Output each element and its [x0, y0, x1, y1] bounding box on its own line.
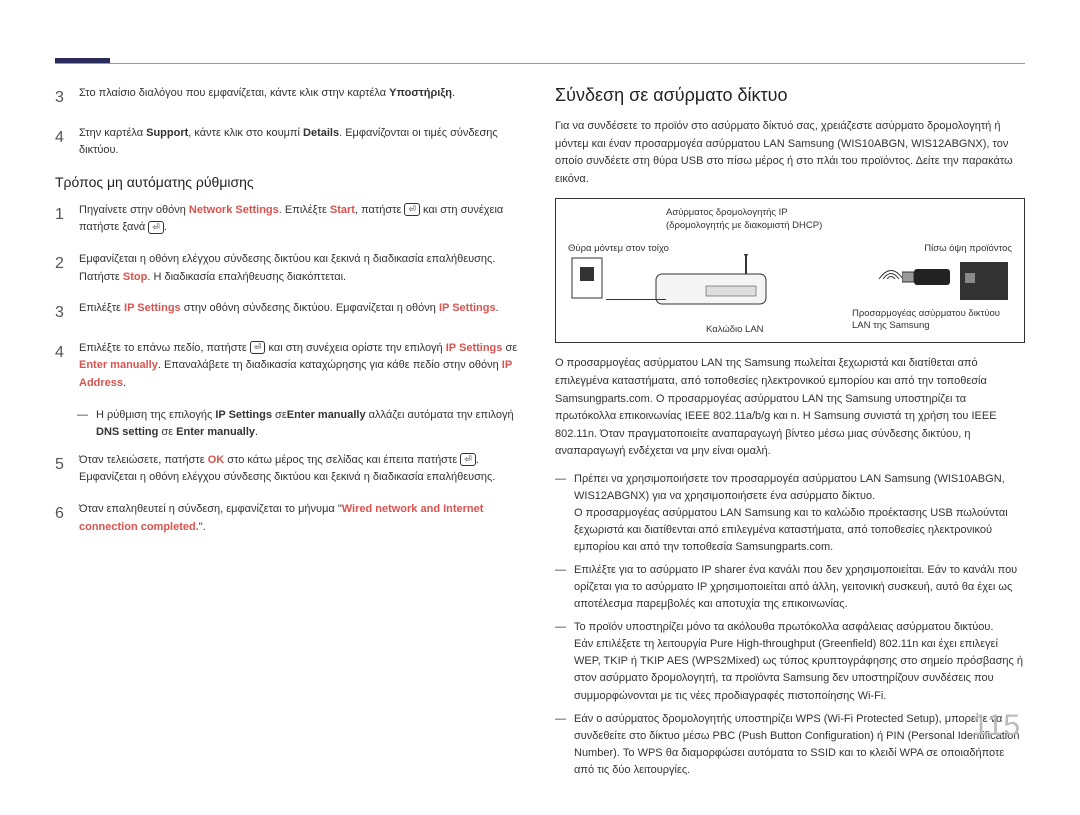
- wall-port-icon: [571, 257, 603, 302]
- diagram-adapter-label: Προσαρμογέας ασύρματου δικτύου LAN της S…: [852, 308, 1012, 333]
- network-diagram: Ασύρματος δρομολογητής IP(δρομολογητής μ…: [555, 198, 1025, 343]
- top-steps: 3 Στο πλαίσιο διαλόγου που εμφανίζεται, κ…: [55, 85, 525, 160]
- bullet-text: Εάν ο ασύρματος δρομολογητής υποστηρίζει…: [574, 711, 1025, 779]
- bullet-dash-icon: ―: [555, 562, 566, 613]
- step-number: 3: [55, 300, 69, 326]
- bullet-dash-icon: ―: [555, 711, 566, 779]
- step-number: 4: [55, 340, 69, 366]
- bullet-text: Το προϊόν υποστηρίζει μόνο τα ακόλουθα π…: [574, 619, 1025, 704]
- intro-paragraph: Για να συνδέσετε το προϊόν στο ασύρματο …: [555, 118, 1025, 188]
- bullet-row: ―Το προϊόν υποστηρίζει μόνο τα ακόλουθα …: [555, 619, 1025, 704]
- step-row: 4 Στην καρτέλα Support, κάντε κλικ στο κο…: [55, 125, 525, 160]
- cable-line: [606, 299, 666, 300]
- after-paragraph: Ο προσαρμογέας ασύρματου LAN της Samsung…: [555, 355, 1025, 461]
- diagram-lan-label: Καλώδιο LAN: [706, 324, 764, 336]
- left-column: 3 Στο πλαίσιο διαλόγου που εμφανίζεται, κ…: [55, 55, 525, 785]
- step-row: 2 Εμφανίζεται η οθόνη ελέγχου σύνδεσης δι…: [55, 251, 525, 286]
- bullet-text: Επιλέξτε για το ασύρματο IP sharer ένα κ…: [574, 562, 1025, 613]
- diagram-router-label: Ασύρματος δρομολογητής IP(δρομολογητής μ…: [666, 207, 822, 232]
- bullet-row: ―Εάν ο ασύρματος δρομολογητής υποστηρίζε…: [555, 711, 1025, 779]
- note: ― Η ρύθμιση της επιλογής IP Settings σεE…: [77, 407, 525, 442]
- top-rule: [55, 63, 1025, 64]
- wireless-heading: Σύνδεση σε ασύρματο δίκτυο: [555, 85, 1025, 106]
- step-row: 3 Στο πλαίσιο διαλόγου που εμφανίζεται, κ…: [55, 85, 525, 111]
- step-row: 1 Πηγαίνετε στην οθόνη Network Settings. …: [55, 202, 525, 237]
- step-row: 6 Όταν επαληθευτεί η σύνδεση, εμφανίζεται…: [55, 501, 525, 536]
- step-row: 4 Επιλέξτε το επάνω πεδίο, πατήστε ⏎ και …: [55, 340, 525, 393]
- step-text: Όταν τελειώσετε, πατήστε OK στο κάτω μέρ…: [79, 452, 525, 487]
- right-column: Σύνδεση σε ασύρματο δίκτυο Για να συνδέσ…: [555, 55, 1025, 785]
- step-number: 2: [55, 251, 69, 277]
- step-text: Εμφανίζεται η οθόνη ελέγχου σύνδεσης δικ…: [79, 251, 525, 286]
- step-number: 3: [55, 85, 69, 111]
- usb-adapter-icon: [902, 267, 952, 287]
- note-dash-icon: ―: [77, 407, 88, 442]
- product-back-icon: [959, 261, 1009, 301]
- step-text: Στην καρτέλα Support, κάντε κλικ στο κου…: [79, 125, 525, 160]
- manual-setup-heading: Τρόπος μη αυτόματης ρύθμισης: [55, 174, 525, 190]
- step-row: 5 Όταν τελειώσετε, πατήστε OK στο κάτω μέ…: [55, 452, 525, 487]
- steps-2: 5 Όταν τελειώσετε, πατήστε OK στο κάτω μέ…: [55, 452, 525, 536]
- bullet-dash-icon: ―: [555, 619, 566, 704]
- step-row: 3 Επιλέξτε IP Settings στην οθόνη σύνδεση…: [55, 300, 525, 326]
- steps-1: 1 Πηγαίνετε στην οθόνη Network Settings. …: [55, 202, 525, 393]
- step-number: 4: [55, 125, 69, 151]
- step-text: Επιλέξτε το επάνω πεδίο, πατήστε ⏎ και σ…: [79, 340, 525, 393]
- router-icon: [651, 254, 771, 314]
- page-number: 115: [972, 709, 1020, 743]
- bullet-dash-icon: ―: [555, 471, 566, 556]
- note-text: Η ρύθμιση της επιλογής IP Settings σεEnt…: [96, 407, 525, 442]
- bullet-row: ―Επιλέξτε για το ασύρματο IP sharer ένα …: [555, 562, 1025, 613]
- step-number: 1: [55, 202, 69, 228]
- step-text: Στο πλαίσιο διαλόγου που εμφανίζεται, κά…: [79, 85, 525, 103]
- step-text: Πηγαίνετε στην οθόνη Network Settings. Ε…: [79, 202, 525, 237]
- diagram-back-label: Πίσω όψη προϊόντος: [924, 243, 1012, 255]
- step-number: 6: [55, 501, 69, 527]
- bullet-row: ―Πρέπει να χρησιμοποιήσετε τον προσαρμογ…: [555, 471, 1025, 556]
- step-number: 5: [55, 452, 69, 478]
- step-text: Όταν επαληθευτεί η σύνδεση, εμφανίζεται …: [79, 501, 525, 536]
- bullet-list: ―Πρέπει να χρησιμοποιήσετε τον προσαρμογ…: [555, 471, 1025, 779]
- page-content: 3 Στο πλαίσιο διαλόγου που εμφανίζεται, κ…: [0, 0, 1080, 815]
- step-text: Επιλέξτε IP Settings στην οθόνη σύνδεσης…: [79, 300, 525, 318]
- bullet-text: Πρέπει να χρησιμοποιήσετε τον προσαρμογέ…: [574, 471, 1025, 556]
